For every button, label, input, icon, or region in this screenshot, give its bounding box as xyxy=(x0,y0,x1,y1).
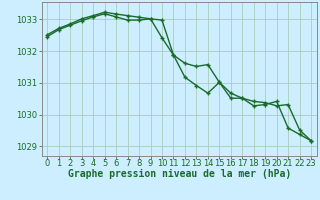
X-axis label: Graphe pression niveau de la mer (hPa): Graphe pression niveau de la mer (hPa) xyxy=(68,169,291,179)
